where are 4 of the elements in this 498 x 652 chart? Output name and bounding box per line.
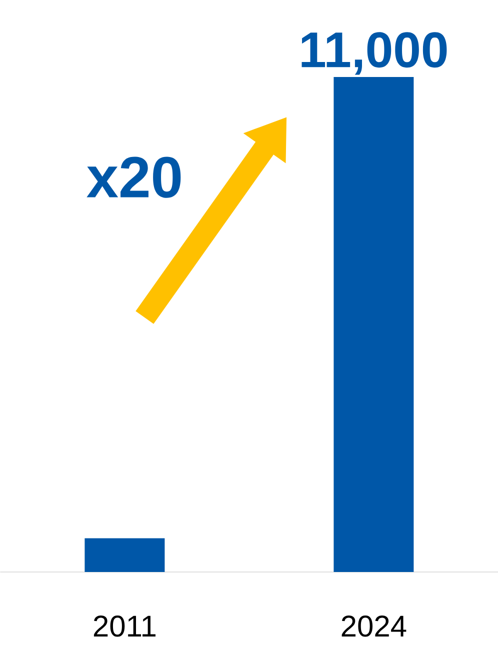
data-label: 11,000 xyxy=(302,32,447,75)
annotation: x20 xyxy=(86,156,180,198)
x-tick-label: 2011 xyxy=(94,616,156,637)
x-tick-label: 2024 xyxy=(342,616,406,637)
